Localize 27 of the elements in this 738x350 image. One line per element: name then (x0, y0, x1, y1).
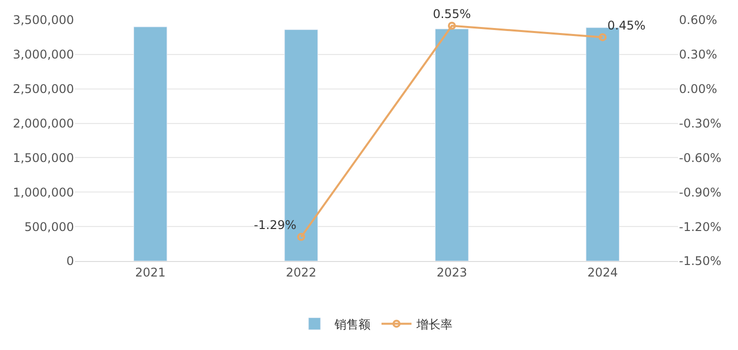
y2-tick-label: 0.60% (679, 13, 718, 28)
x-tick-label: 2024 (587, 265, 618, 280)
y2-tick-label: -0.90% (679, 185, 722, 200)
y2-tick-label: -1.50% (679, 254, 722, 268)
y-tick-label: 3,500,000 (12, 13, 74, 28)
y-tick-label: 0 (66, 254, 74, 268)
y-tick-label: 2,000,000 (12, 116, 74, 130)
y-tick-label: 1,000,000 (12, 185, 74, 200)
x-tick-label: 2021 (135, 265, 166, 280)
y2-tick-label: -1.20% (679, 220, 722, 234)
legend-label: 销售额 (334, 317, 370, 332)
y-tick-label: 500,000 (24, 220, 74, 234)
legend-label: 增长率 (416, 317, 452, 332)
y-tick-label: 1,500,000 (12, 150, 74, 165)
data-label: 0.45% (607, 18, 646, 32)
data-label: 0.55% (432, 6, 471, 21)
point (448, 22, 456, 30)
y2-tick-label: 0.30% (679, 48, 718, 62)
point (297, 232, 306, 241)
y2-tick-label: -0.30% (679, 116, 722, 130)
y-tick-label: 2,500,000 (12, 82, 74, 96)
y2-tick-label: -0.60% (679, 150, 722, 165)
y-tick-label: 3,000,000 (12, 48, 74, 62)
x-tick-label: 2022 (286, 265, 316, 280)
point (598, 33, 607, 42)
y2-tick-label: 0.00% (679, 82, 718, 96)
x-tick-label: 2023 (436, 265, 468, 280)
